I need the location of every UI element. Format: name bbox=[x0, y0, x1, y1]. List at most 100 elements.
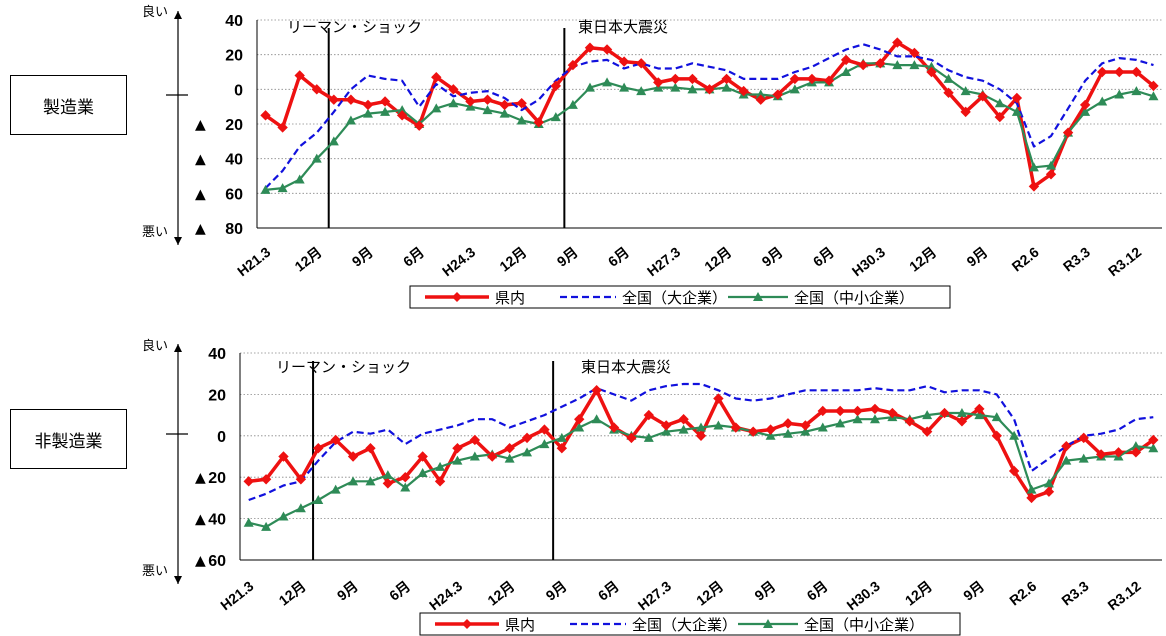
data-point bbox=[469, 451, 480, 461]
data-point bbox=[926, 61, 937, 71]
data-point bbox=[823, 75, 835, 86]
data-point bbox=[499, 108, 510, 118]
data-point bbox=[1148, 434, 1159, 446]
series-line bbox=[264, 43, 1154, 189]
data-point bbox=[738, 85, 749, 97]
x-tick-label: 9月 bbox=[554, 244, 581, 270]
data-point bbox=[956, 408, 967, 418]
data-point bbox=[670, 82, 681, 92]
data-point bbox=[643, 432, 654, 442]
data-point bbox=[1009, 430, 1020, 440]
x-tick-label: 6月 bbox=[605, 244, 632, 270]
event-annotation: リーマン・ショック bbox=[287, 18, 422, 36]
y-tick-label: 40 bbox=[208, 512, 226, 529]
x-tick-label: 9月 bbox=[759, 244, 786, 270]
legend-marker bbox=[753, 292, 763, 301]
data-point bbox=[431, 72, 442, 83]
legend-label: 全国（中小企業） bbox=[804, 616, 924, 634]
legend-box bbox=[409, 285, 951, 309]
data-point bbox=[1008, 465, 1020, 477]
data-point bbox=[887, 407, 898, 419]
data-point bbox=[608, 422, 620, 433]
x-tick-label: H21.3 bbox=[234, 244, 273, 280]
data-point bbox=[661, 420, 672, 431]
data-point bbox=[313, 494, 324, 504]
y-tick-label: 20 bbox=[208, 470, 226, 487]
data-point bbox=[1078, 453, 1089, 463]
y-tick-marker: ▲ bbox=[195, 221, 206, 237]
data-point bbox=[643, 409, 655, 421]
data-point bbox=[713, 393, 724, 404]
data-point bbox=[260, 474, 272, 485]
data-point bbox=[347, 451, 359, 462]
data-point bbox=[328, 94, 340, 105]
data-point bbox=[1011, 106, 1022, 116]
y-tick-label: 20 bbox=[225, 48, 243, 65]
data-point bbox=[800, 426, 811, 436]
data-point bbox=[713, 420, 724, 430]
legend-label: 全国（中小企業） bbox=[794, 289, 914, 307]
data-point bbox=[382, 470, 393, 480]
data-point bbox=[499, 99, 510, 111]
data-point bbox=[465, 96, 476, 107]
data-point bbox=[567, 59, 579, 71]
bad-label: 悪い bbox=[142, 564, 168, 579]
y-tick-marker: ▲ bbox=[195, 512, 206, 528]
data-point bbox=[619, 82, 630, 92]
data-point bbox=[772, 89, 784, 100]
data-point bbox=[892, 37, 903, 48]
data-point bbox=[1113, 447, 1124, 458]
y-tick-label: 60 bbox=[208, 553, 226, 570]
data-point bbox=[1045, 169, 1057, 180]
data-point bbox=[277, 183, 288, 193]
data-point bbox=[943, 73, 954, 83]
data-point bbox=[328, 136, 339, 146]
data-point bbox=[591, 414, 602, 424]
y-tick-label: 20 bbox=[225, 117, 243, 134]
data-point bbox=[556, 432, 567, 442]
data-point bbox=[974, 403, 985, 415]
data-point bbox=[448, 84, 459, 95]
data-point bbox=[1078, 432, 1089, 444]
x-tick-label: 9月 bbox=[751, 578, 778, 604]
data-point bbox=[704, 84, 715, 95]
data-point bbox=[1097, 66, 1108, 78]
legend-box bbox=[419, 612, 961, 636]
data-point bbox=[516, 98, 527, 109]
data-point bbox=[330, 484, 341, 494]
data-point bbox=[452, 455, 463, 465]
x-tick-label: 12月 bbox=[496, 244, 529, 275]
data-point bbox=[574, 422, 585, 432]
legend-marker bbox=[763, 619, 773, 628]
non-manufacturing-panel: 非製造業 40 20 0 ▲ 20 ▲ 40 ▲ 60 良い 悪い リーマン・ショック 東日本大震災 H2… bbox=[0, 318, 1166, 636]
data-point bbox=[397, 105, 408, 115]
data-point bbox=[365, 443, 376, 454]
data-point bbox=[487, 451, 498, 462]
data-point bbox=[817, 405, 828, 417]
data-point bbox=[922, 410, 933, 420]
data-point bbox=[696, 422, 706, 432]
x-tick-label: H21.3 bbox=[217, 578, 256, 614]
data-point bbox=[994, 98, 1005, 108]
data-point bbox=[875, 58, 886, 69]
data-point bbox=[1046, 160, 1057, 170]
data-point bbox=[1061, 455, 1072, 465]
data-point bbox=[584, 82, 595, 92]
data-point bbox=[909, 47, 920, 59]
data-point bbox=[1043, 478, 1054, 488]
data-point bbox=[533, 117, 544, 128]
data-point bbox=[1026, 484, 1037, 494]
x-tick-label: 6月 bbox=[810, 244, 837, 270]
legend-label: 全国（大企業） bbox=[632, 616, 737, 634]
data-point bbox=[311, 84, 322, 95]
good-label: 良い bbox=[142, 338, 168, 354]
data-point bbox=[1148, 443, 1159, 453]
data-point bbox=[348, 476, 359, 486]
data-point bbox=[452, 443, 463, 454]
data-point bbox=[834, 405, 846, 417]
y-tick-label: 0 bbox=[234, 82, 243, 99]
y-tick-label: 40 bbox=[208, 346, 226, 363]
data-point bbox=[653, 77, 664, 88]
